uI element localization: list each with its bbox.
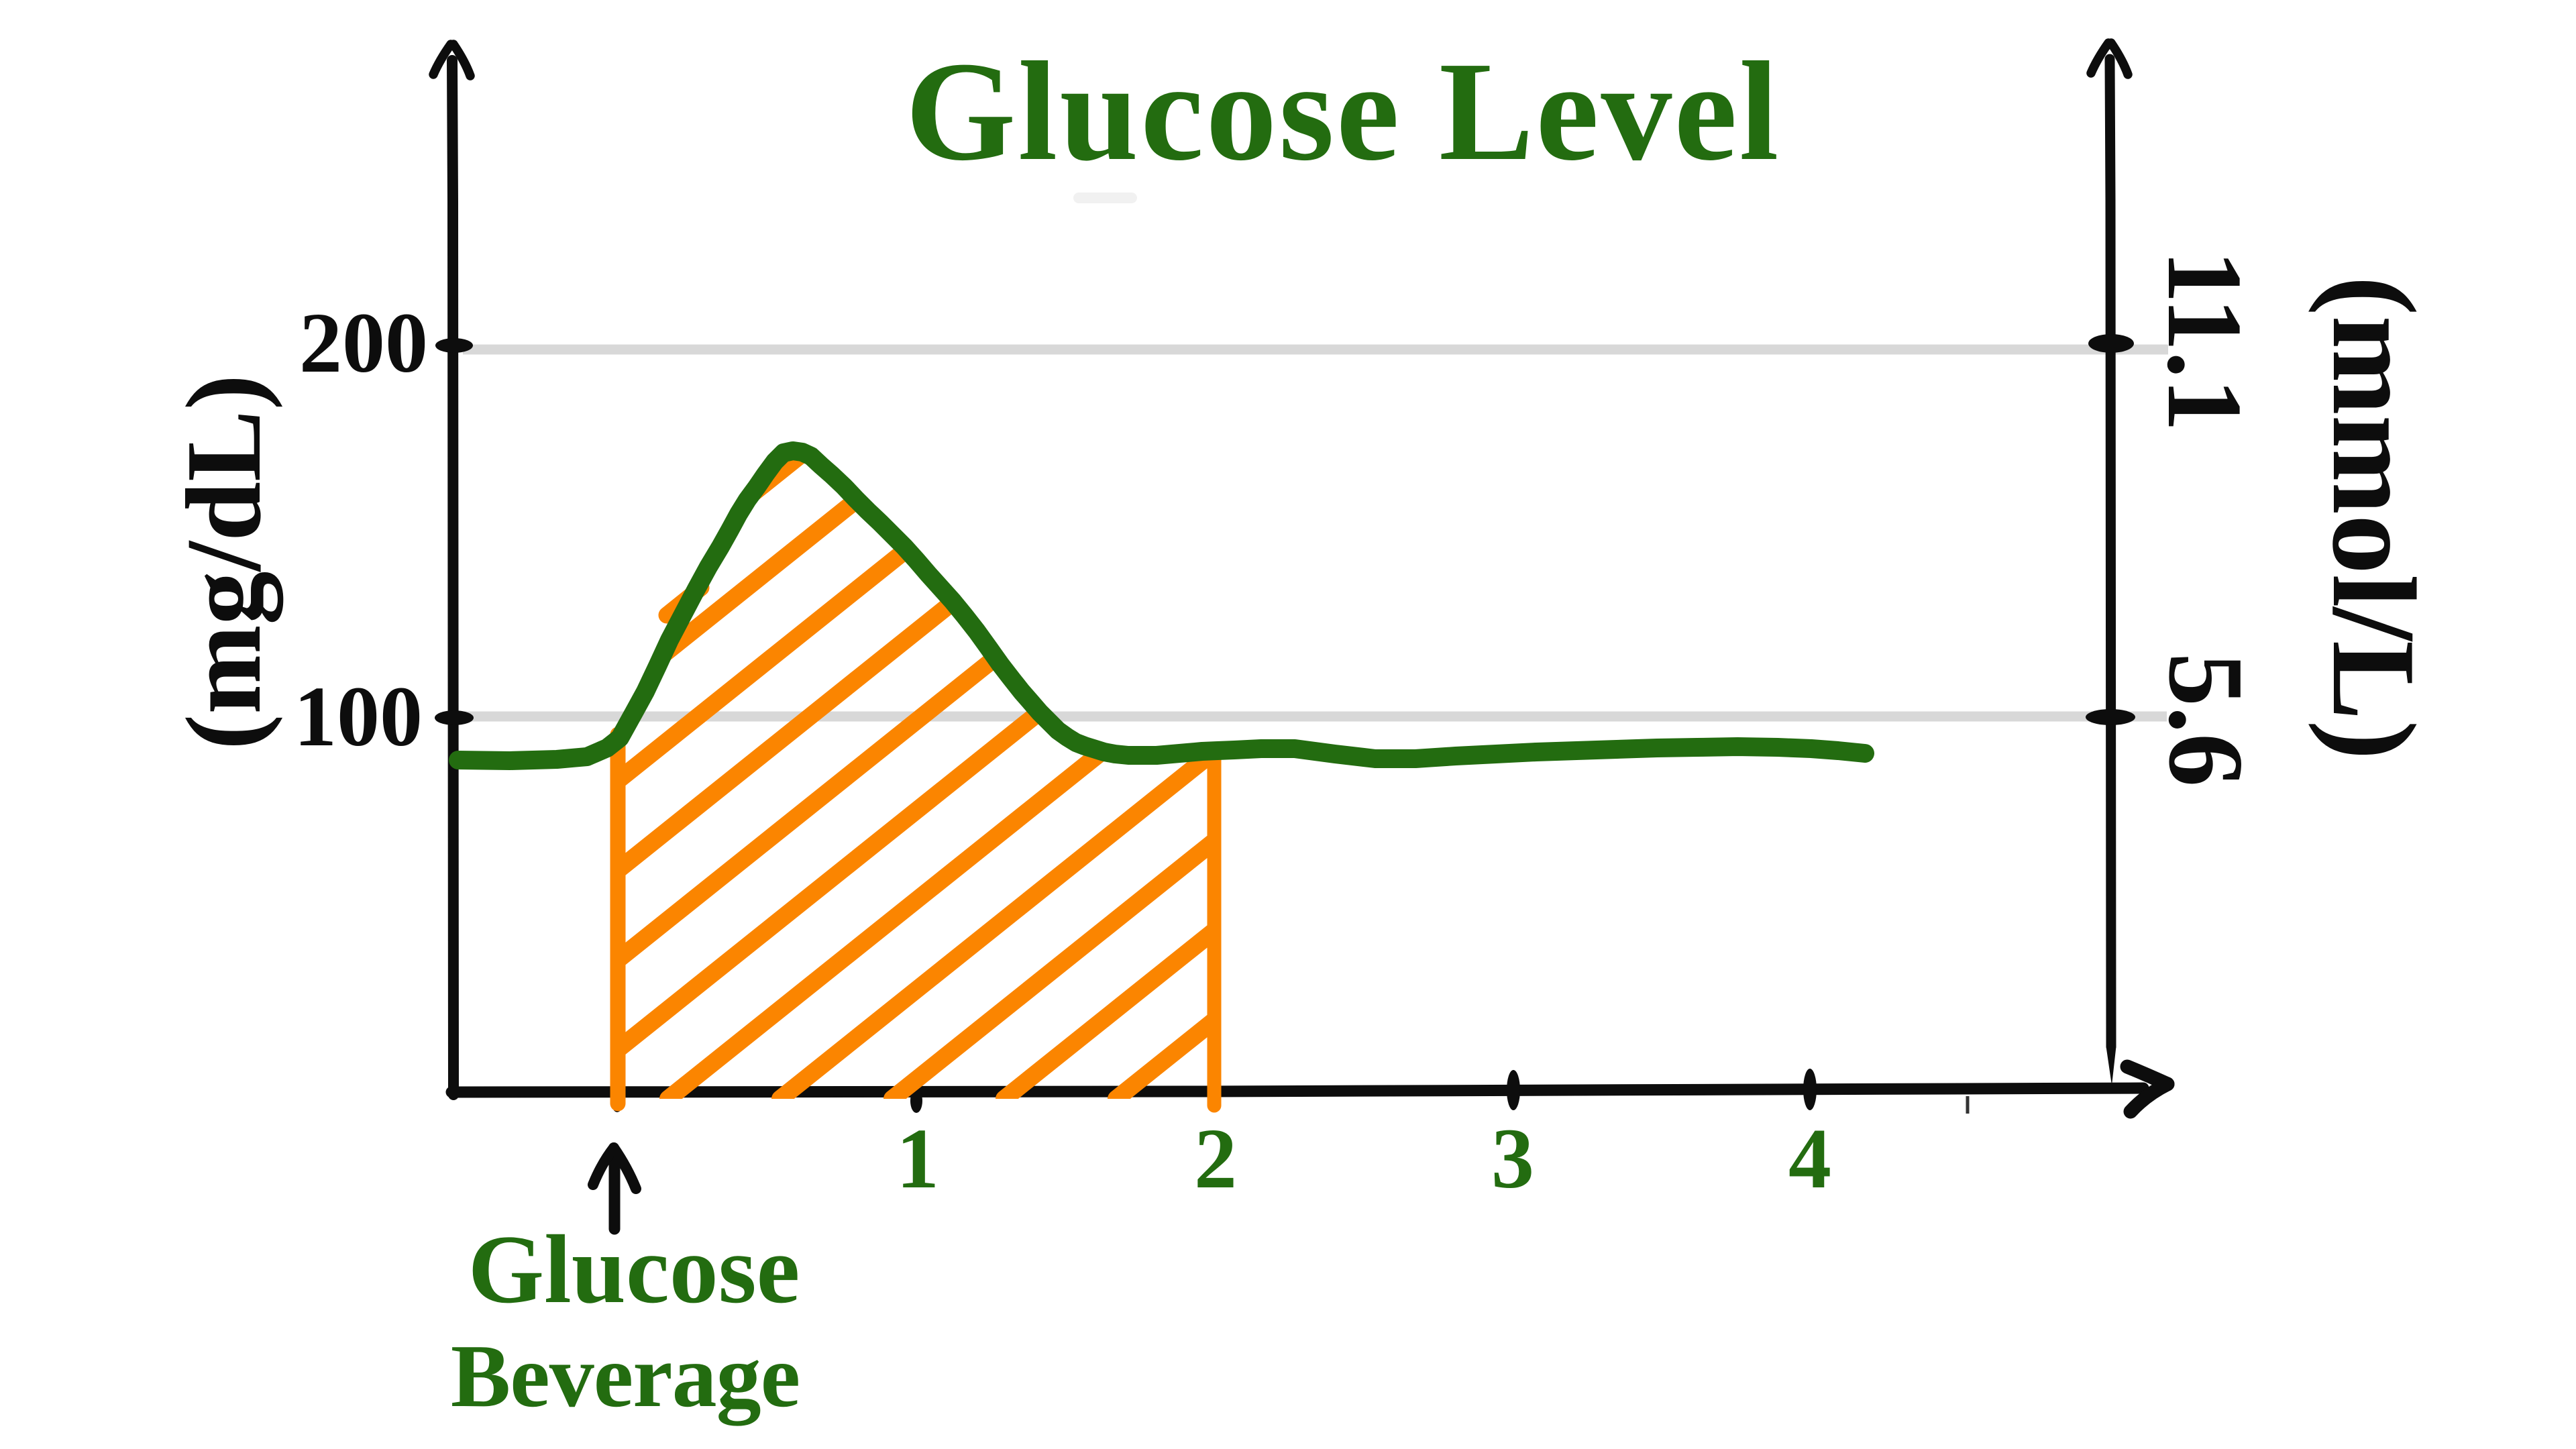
svg-text:2: 2 bbox=[1194, 1111, 1237, 1206]
svg-text:(mg/dL): (mg/dL) bbox=[164, 374, 284, 750]
svg-text:100: 100 bbox=[294, 669, 423, 764]
svg-text:Beverage: Beverage bbox=[451, 1326, 800, 1426]
svg-text:Glucose Level: Glucose Level bbox=[906, 32, 1781, 190]
svg-text:Glucose: Glucose bbox=[468, 1215, 800, 1324]
svg-text:11.1: 11.1 bbox=[2145, 250, 2265, 431]
svg-text:3: 3 bbox=[1491, 1111, 1534, 1206]
svg-text:200: 200 bbox=[299, 295, 428, 390]
svg-text:4: 4 bbox=[1788, 1111, 1831, 1206]
svg-text:(mmol/L): (mmol/L) bbox=[2308, 276, 2440, 760]
svg-text:1: 1 bbox=[896, 1111, 939, 1206]
svg-text:5.6: 5.6 bbox=[2147, 653, 2266, 787]
